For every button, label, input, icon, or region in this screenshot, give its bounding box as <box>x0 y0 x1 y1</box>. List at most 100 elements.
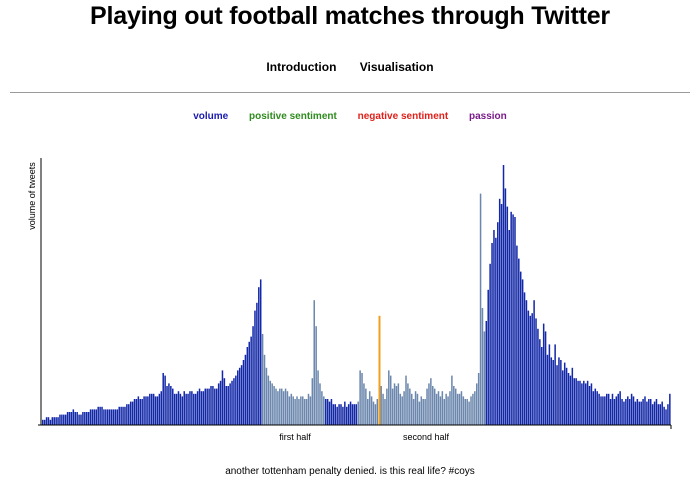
volume-bar[interactable] <box>42 419 44 425</box>
volume-bar[interactable] <box>646 401 648 425</box>
volume-bar[interactable] <box>606 393 608 425</box>
volume-bar[interactable] <box>663 406 665 425</box>
volume-bar[interactable] <box>265 367 268 425</box>
volume-bar[interactable] <box>432 386 434 425</box>
volume-bar[interactable] <box>108 409 111 425</box>
volume-bar[interactable] <box>607 393 610 425</box>
volume-bar[interactable] <box>45 417 48 425</box>
volume-bar[interactable] <box>540 347 543 425</box>
volume-bar[interactable] <box>462 396 465 425</box>
volume-bar[interactable] <box>193 393 195 425</box>
volume-bar[interactable] <box>103 409 105 425</box>
volume-bar[interactable] <box>70 412 73 425</box>
volume-bar[interactable] <box>72 409 75 425</box>
legend-negative-sentiment[interactable]: negative sentiment <box>357 111 449 122</box>
volume-bar[interactable] <box>334 404 337 425</box>
volume-bar[interactable] <box>554 344 556 425</box>
volume-bar[interactable] <box>634 401 637 425</box>
volume-bar[interactable] <box>173 393 176 425</box>
volume-bar[interactable] <box>89 409 92 425</box>
volume-bar[interactable] <box>122 406 124 425</box>
legend-volume[interactable]: volume <box>193 111 229 122</box>
volume-bar[interactable] <box>313 300 315 425</box>
volume-bar[interactable] <box>623 401 625 425</box>
volume-bar[interactable] <box>116 409 119 425</box>
volume-bar[interactable] <box>535 318 537 425</box>
volume-bar[interactable] <box>357 401 359 425</box>
volume-bar[interactable] <box>198 388 201 425</box>
volume-bar[interactable] <box>259 279 262 425</box>
volume-bar[interactable] <box>317 370 319 425</box>
volume-bar[interactable] <box>353 404 356 425</box>
volume-bar[interactable] <box>231 380 233 425</box>
volume-bar[interactable] <box>407 383 409 425</box>
volume-bar[interactable] <box>191 391 193 425</box>
volume-bar[interactable] <box>95 409 98 425</box>
volume-bar[interactable] <box>238 367 241 425</box>
volume-bar[interactable] <box>594 388 597 425</box>
volume-bar[interactable] <box>504 188 507 425</box>
volume-bar[interactable] <box>567 373 570 425</box>
volume-bar[interactable] <box>464 399 467 425</box>
volume-bar[interactable] <box>286 391 289 425</box>
volume-bar[interactable] <box>342 406 344 425</box>
volume-bar[interactable] <box>91 409 94 425</box>
volume-bar[interactable] <box>485 321 488 425</box>
volume-bar[interactable] <box>544 331 547 425</box>
volume-bar[interactable] <box>336 406 338 425</box>
volume-bar[interactable] <box>487 289 489 425</box>
volume-bar[interactable] <box>405 375 407 425</box>
volume-bar[interactable] <box>479 193 482 425</box>
volume-bar[interactable] <box>328 401 331 425</box>
volume-bar[interactable] <box>298 399 300 425</box>
volume-bar[interactable] <box>135 399 138 425</box>
volume-bar[interactable] <box>615 396 618 425</box>
volume-bar[interactable] <box>315 326 317 425</box>
volume-bar[interactable] <box>252 326 254 425</box>
volume-bar[interactable] <box>99 406 101 425</box>
volume-bar[interactable] <box>279 388 281 425</box>
volume-bar[interactable] <box>114 409 117 425</box>
volume-bar[interactable] <box>382 393 384 425</box>
volume-bar[interactable] <box>273 386 275 425</box>
volume-bar[interactable] <box>414 391 417 425</box>
volume-bar[interactable] <box>642 399 644 425</box>
volume-bar[interactable] <box>435 393 438 425</box>
volume-bar[interactable] <box>302 396 304 425</box>
volume-bar[interactable] <box>374 404 377 425</box>
nav-introduction[interactable]: Introduction <box>266 60 337 74</box>
volume-bar[interactable] <box>162 373 164 425</box>
volume-bar[interactable] <box>521 279 524 425</box>
volume-bar[interactable] <box>61 414 63 425</box>
volume-bar[interactable] <box>648 399 650 425</box>
volume-bar[interactable] <box>653 401 656 425</box>
legend-positive-sentiment[interactable]: positive sentiment <box>249 111 337 122</box>
volume-bar[interactable] <box>233 378 235 425</box>
volume-bar[interactable] <box>43 419 46 425</box>
volume-bar[interactable] <box>468 401 470 425</box>
volume-bar[interactable] <box>495 237 497 425</box>
volume-bar[interactable] <box>66 412 69 425</box>
volume-bar[interactable] <box>189 391 191 425</box>
volume-bar[interactable] <box>323 396 325 425</box>
volume-bar[interactable] <box>584 383 587 425</box>
volume-bar[interactable] <box>367 399 369 425</box>
volume-bar[interactable] <box>426 388 428 425</box>
volume-bar[interactable] <box>170 386 172 425</box>
volume-bar[interactable] <box>200 391 203 425</box>
volume-bar[interactable] <box>84 412 86 425</box>
volume-bar[interactable] <box>391 388 394 425</box>
volume-bar[interactable] <box>533 300 535 425</box>
volume-bar[interactable] <box>292 396 294 425</box>
volume-bar[interactable] <box>131 401 134 425</box>
volume-bar[interactable] <box>324 399 327 425</box>
volume-bar[interactable] <box>651 404 654 425</box>
volume-bar[interactable] <box>475 383 478 425</box>
volume-bar[interactable] <box>76 412 78 425</box>
volume-bar[interactable] <box>592 391 595 425</box>
volume-bar[interactable] <box>154 396 157 425</box>
volume-bar[interactable] <box>441 391 444 425</box>
volume-bar[interactable] <box>638 401 641 425</box>
volume-bar[interactable] <box>424 399 426 425</box>
volume-bar[interactable] <box>628 399 631 425</box>
